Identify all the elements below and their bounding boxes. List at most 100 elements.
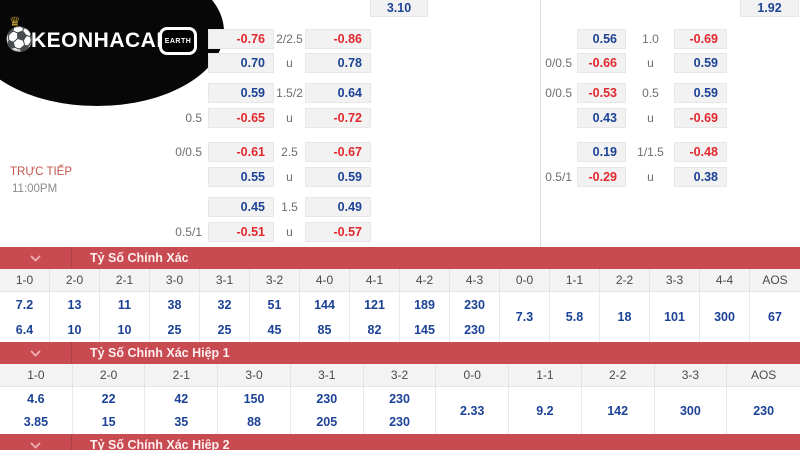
odds-value: 15 bbox=[101, 415, 116, 430]
score-column-header: 1-0 bbox=[0, 364, 73, 387]
odds-value: 7.3 bbox=[515, 310, 534, 324]
odds-value-button[interactable]: 0.64 bbox=[305, 83, 371, 103]
chevron-down-icon[interactable] bbox=[0, 434, 72, 450]
score-column-header: 2-1 bbox=[145, 364, 219, 387]
line-label: 2/2.5 bbox=[276, 32, 303, 46]
line-label: u bbox=[286, 225, 293, 239]
odds-value-button[interactable]: 0.56 bbox=[577, 29, 626, 49]
odds-value-button[interactable]: -0.51 bbox=[208, 222, 274, 242]
section-title: Tỷ Số Chính Xác bbox=[90, 251, 189, 265]
odds-cell: 300 bbox=[655, 387, 728, 434]
score-column-header: 2-2 bbox=[600, 269, 650, 292]
odds-value-button[interactable]: 0.59 bbox=[674, 83, 727, 103]
odds-value-button[interactable]: -0.86 bbox=[305, 29, 371, 49]
score-column-header: 0-0 bbox=[500, 269, 550, 292]
odds-value: 10 bbox=[117, 322, 132, 337]
score-column-header: 3-0 bbox=[218, 364, 291, 387]
odds-row: 0.5/1 -0.29 u 0.38 bbox=[0, 167, 800, 187]
odds-value: 6.4 bbox=[15, 322, 34, 337]
odds-value-button[interactable]: -0.65 bbox=[208, 108, 274, 128]
handicap-label: 0.5/1 bbox=[545, 170, 572, 184]
odds-row: -0.76 2/2.5 -0.86 bbox=[0, 29, 800, 49]
score-odds-row: 7.2 6.4 13 10 11 10 38 25 32 25 51 45 144 85 12… bbox=[0, 292, 800, 342]
odds-cell: 300 bbox=[700, 292, 750, 342]
odds-value: 150 bbox=[243, 391, 265, 406]
section-header-correct-score-h1[interactable]: Tỷ Số Chính Xác Hiệp 1 bbox=[0, 342, 800, 364]
odds-value-button[interactable]: -0.69 bbox=[674, 29, 727, 49]
odds-cell: 42 35 bbox=[145, 387, 219, 434]
chevron-down-icon[interactable] bbox=[0, 342, 72, 364]
odds-cell: 67 bbox=[750, 292, 800, 342]
line-label: u bbox=[286, 56, 293, 70]
odds-cell: 230 230 bbox=[364, 387, 437, 434]
odds-value: 5.8 bbox=[565, 310, 584, 324]
odds-value-button[interactable]: 0.45 bbox=[208, 197, 274, 217]
odds-row: 0.43 u -0.69 bbox=[0, 108, 800, 128]
odds-value-button[interactable]: 0.55 bbox=[208, 167, 274, 187]
odds-value: 300 bbox=[679, 403, 701, 418]
score-column-header: 1-1 bbox=[509, 364, 582, 387]
odds-value-button[interactable]: 0.49 bbox=[305, 197, 371, 217]
odds-cell: 101 bbox=[650, 292, 700, 342]
line-label: 1.0 bbox=[642, 32, 659, 46]
handicap-label: 0/0.5 bbox=[545, 86, 572, 100]
odds-cell: 230 bbox=[727, 387, 800, 434]
odds-value: 35 bbox=[174, 415, 189, 430]
odds-value-button[interactable]: 0.59 bbox=[305, 167, 371, 187]
score-column-header: 3-3 bbox=[650, 269, 700, 292]
odds-value-button[interactable]: -0.66 bbox=[577, 53, 626, 73]
handicap-label: 0.5/1 bbox=[175, 225, 202, 239]
odds-row: 0.55 u 0.59 bbox=[0, 167, 800, 187]
line-label: u bbox=[647, 111, 654, 125]
odds-value-button[interactable]: 0.70 bbox=[208, 53, 274, 73]
odds-value: 38 bbox=[167, 297, 182, 312]
odds-value: 2.33 bbox=[460, 403, 485, 418]
odds-value-button[interactable]: 3.10 bbox=[370, 0, 428, 17]
score-column-header: 3-1 bbox=[200, 269, 250, 292]
odds-value-button[interactable]: 0.78 bbox=[305, 53, 371, 73]
line-label: 1/1.5 bbox=[637, 145, 664, 159]
odds-value-button[interactable]: -0.69 bbox=[674, 108, 727, 128]
odds-value-button[interactable]: 0.43 bbox=[577, 108, 626, 128]
odds-value: 10 bbox=[67, 322, 82, 337]
odds-value-button[interactable]: -0.57 bbox=[305, 222, 371, 242]
odds-value-button[interactable]: 1.92 bbox=[740, 0, 799, 17]
odds-value-button[interactable]: -0.61 bbox=[208, 142, 274, 162]
odds-row: 0.19 1/1.5 -0.48 bbox=[0, 142, 800, 162]
odds-value-button[interactable]: 0.59 bbox=[208, 83, 274, 103]
handicap-label bbox=[502, 29, 572, 49]
score-column-header: 4-4 bbox=[700, 269, 750, 292]
football-icon: ⚽ bbox=[5, 26, 34, 52]
handicap-label: 0.5 bbox=[185, 111, 202, 125]
odds-value-button[interactable]: -0.76 bbox=[208, 29, 274, 49]
odds-value: 7.2 bbox=[15, 297, 34, 312]
odds-value-button[interactable]: -0.67 bbox=[305, 142, 371, 162]
odds-value: 25 bbox=[217, 322, 232, 337]
odds-value-button[interactable]: -0.48 bbox=[674, 142, 727, 162]
section-title: Tỷ Số Chính Xác Hiệp 2 bbox=[90, 438, 230, 450]
odds-value-button[interactable]: 0.19 bbox=[577, 142, 626, 162]
score-column-header: 2-0 bbox=[72, 364, 146, 387]
odds-value: 205 bbox=[316, 415, 338, 430]
odds-cell: 189 145 bbox=[400, 292, 450, 342]
odds-value: 230 bbox=[464, 297, 485, 312]
match-time: 11:00PM bbox=[12, 183, 58, 195]
odds-row: 0/0.5 -0.66 u 0.59 bbox=[0, 53, 800, 73]
odds-value: 11 bbox=[117, 297, 132, 312]
section-header-correct-score[interactable]: Tỷ Số Chính Xác bbox=[0, 247, 800, 269]
odds-value-button[interactable]: 0.38 bbox=[674, 167, 727, 187]
odds-cell: 142 bbox=[582, 387, 655, 434]
odds-value: 42 bbox=[174, 391, 189, 406]
odds-value: 88 bbox=[247, 415, 261, 430]
odds-cell: 230 230 bbox=[450, 292, 500, 342]
odds-value-button[interactable]: -0.53 bbox=[577, 83, 626, 103]
chevron-down-icon[interactable] bbox=[0, 247, 72, 269]
odds-section: ♛ ⚽ KEONHACAI EARTH 3.10 1.92 TRỰC TIẾP … bbox=[0, 0, 800, 247]
odds-value-button[interactable]: 0.59 bbox=[674, 53, 727, 73]
score-column-header: 2-0 bbox=[50, 269, 100, 292]
section-header-correct-score-h2[interactable]: Tỷ Số Chính Xác Hiệp 2 bbox=[0, 434, 800, 450]
odds-value-button[interactable]: -0.29 bbox=[577, 167, 626, 187]
odds-value-button[interactable]: -0.72 bbox=[305, 108, 371, 128]
odds-cell: 18 bbox=[600, 292, 650, 342]
